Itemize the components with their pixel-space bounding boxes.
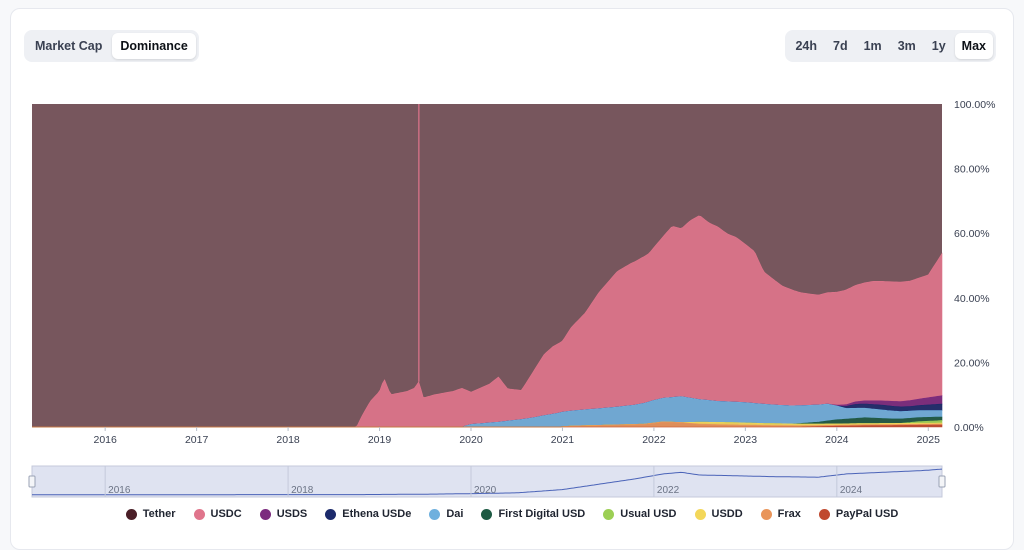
time-range-toggle: 24h 7d 1m 3m 1y Max: [785, 30, 996, 62]
legend-label: Frax: [777, 508, 801, 520]
legend-label: Tether: [142, 508, 176, 520]
range-button-7d[interactable]: 7d: [833, 39, 848, 53]
legend-item-ethena-usde[interactable]: Ethena USDe: [325, 508, 411, 520]
navigator-tick-label: 2022: [657, 485, 680, 496]
y-axis: 0.00% 20.00% 40.00% 60.00% 80.00% 100.00%: [954, 99, 995, 434]
legend-item-paypal-usd[interactable]: PayPal USD: [818, 508, 899, 520]
y-tick-label: 60.00%: [954, 228, 990, 240]
navigator-series-line: [32, 468, 943, 496]
x-tick-label: 2025: [917, 434, 941, 446]
range-button-1y[interactable]: 1y: [931, 39, 946, 53]
legend-item-usdc[interactable]: USDC: [193, 508, 242, 520]
legend-swatch: [603, 508, 615, 520]
legend-item-tether[interactable]: Tether: [125, 508, 176, 520]
navigator-right-handle[interactable]: [938, 475, 946, 488]
legend-item-usdd[interactable]: USDD: [694, 508, 743, 520]
navigator-tick-label: 2024: [840, 485, 863, 496]
x-tick-label: 2021: [551, 434, 575, 446]
legend-label: First Digital USD: [498, 508, 586, 520]
y-tick-label: 0.00%: [954, 422, 984, 434]
stacked-area-group: [32, 104, 943, 428]
navigator-left-handle[interactable]: [28, 475, 36, 488]
navigator-selection[interactable]: [31, 465, 943, 498]
x-tick-label: 2017: [185, 434, 209, 446]
area-paypal-usd: [32, 424, 943, 428]
stablecoin-dominance-chart: 2016 2017 2018 2019 2020 2021 2022 2023 2024 2025…: [28, 99, 995, 498]
legend-item-dai[interactable]: Dai: [429, 508, 463, 520]
range-navigator[interactable]: 2016 2018 2020 2022 2024: [28, 465, 946, 498]
legend-swatch: [818, 508, 830, 520]
navigator-tick-label: 2016: [108, 485, 131, 496]
x-tick-label: 2018: [276, 434, 300, 446]
legend-swatch: [429, 508, 441, 520]
chart-legend: Tether USDC USDS Ethena USDe Dai First Digita…: [0, 508, 1024, 520]
x-tick-label: 2023: [734, 434, 758, 446]
legend-label: USDD: [711, 508, 743, 520]
y-tick-label: 40.00%: [954, 293, 990, 305]
legend-swatch: [125, 508, 137, 520]
y-tick-label: 80.00%: [954, 164, 990, 176]
mode-toggle: Market Cap Dominance: [24, 30, 199, 62]
range-button-24h[interactable]: 24h: [795, 39, 818, 53]
navigator-tick-label: 2020: [474, 485, 497, 496]
x-axis: 2016 2017 2018 2019 2020 2021 2022 2023 2024 2025: [93, 427, 940, 446]
legend-swatch: [193, 508, 205, 520]
range-button-max[interactable]: Max: [954, 33, 993, 59]
legend-item-usual-usd[interactable]: Usual USD: [603, 508, 677, 520]
x-tick-label: 2022: [642, 434, 666, 446]
x-tick-label: 2020: [459, 434, 483, 446]
legend-item-first-digital-usd[interactable]: First Digital USD: [481, 508, 585, 520]
legend-label: PayPal USD: [835, 508, 899, 520]
legend-label: Usual USD: [620, 508, 677, 520]
navigator-tick-label: 2018: [291, 485, 314, 496]
range-button-3m[interactable]: 3m: [897, 39, 916, 53]
legend-item-usds[interactable]: USDS: [259, 508, 308, 520]
y-tick-label: 100.00%: [954, 99, 995, 111]
legend-label: USDS: [276, 508, 308, 520]
legend-swatch: [481, 508, 493, 520]
legend-label: Dai: [446, 508, 464, 520]
x-tick-label: 2019: [368, 434, 392, 446]
range-button-1m[interactable]: 1m: [863, 39, 882, 53]
legend-swatch: [760, 508, 772, 520]
x-tick-label: 2024: [825, 434, 849, 446]
legend-label: USDC: [210, 508, 242, 520]
legend-swatch: [259, 508, 271, 520]
tab-market-cap[interactable]: Market Cap: [35, 39, 103, 53]
legend-swatch: [694, 508, 706, 520]
legend-label: Ethena USDe: [342, 508, 412, 520]
legend-item-frax[interactable]: Frax: [760, 508, 801, 520]
legend-swatch: [325, 508, 337, 520]
tab-dominance[interactable]: Dominance: [112, 33, 196, 59]
y-tick-label: 20.00%: [954, 357, 990, 369]
x-tick-label: 2016: [93, 434, 117, 446]
